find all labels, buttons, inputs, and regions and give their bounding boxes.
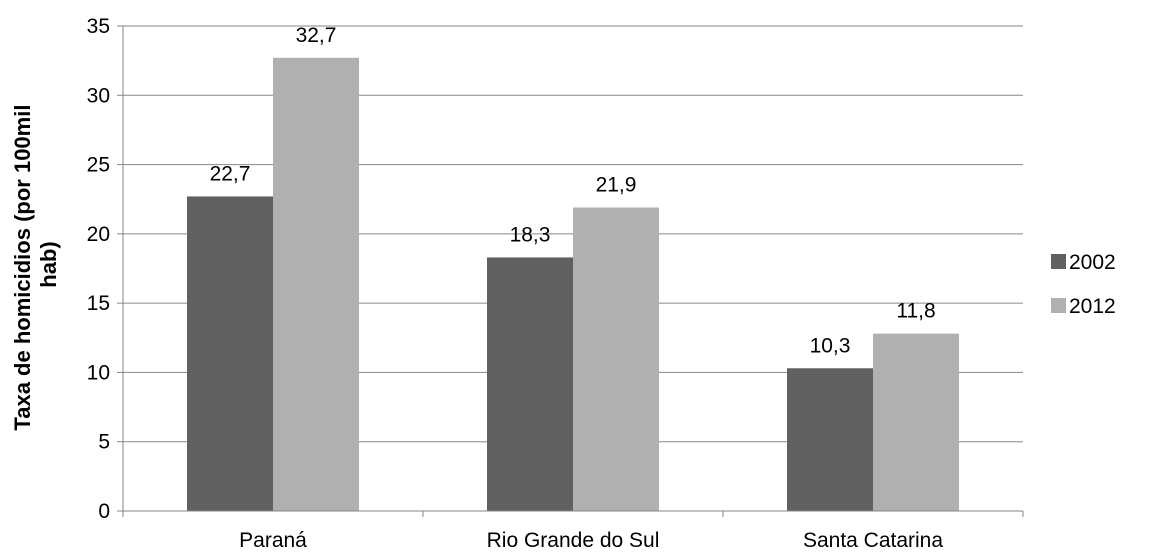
y-axis-title: Taxa de homicidios (por 100mil hab): [10, 98, 61, 430]
y-tick-label: 10: [87, 361, 110, 384]
legend-label-2002: 2002: [1069, 251, 1116, 274]
legend-swatch-2012: [1051, 298, 1066, 313]
legend: 2002 2012: [1051, 251, 1116, 318]
data-label: 22,7: [210, 162, 251, 185]
y-tick-label: 35: [87, 15, 110, 38]
bar-2002-1: [487, 257, 573, 511]
legend-swatch-2002: [1051, 254, 1066, 269]
data-label: 11,8: [896, 300, 935, 323]
data-label: 21,9: [596, 174, 637, 197]
data-label: 18,3: [510, 223, 551, 246]
bar-2012-0: [273, 57, 359, 511]
bar-2002-0: [187, 196, 273, 511]
category-label: Rio Grande do Sul: [487, 529, 660, 552]
data-label: 10,3: [810, 334, 851, 357]
bar-2012-2: [873, 333, 959, 511]
bar-2012-1: [573, 207, 659, 511]
category-label: Paraná: [239, 529, 307, 552]
y-tick-label: 30: [87, 84, 110, 107]
bar-2002-2: [787, 368, 873, 511]
y-tick-label: 25: [87, 154, 110, 177]
y-axis-title-line-1: Taxa de homicidios (por 100mil: [10, 105, 35, 431]
axes: [117, 25, 1024, 517]
y-tick-label: 5: [98, 431, 110, 454]
labels: 0 5 10 15 20 25 30 35 22,7 32,7 Paraná 18,3 21,9 Rio …: [87, 15, 944, 552]
y-tick-label: 0: [98, 500, 110, 523]
y-tick-label: 15: [87, 292, 110, 315]
category-label: Santa Catarina: [803, 529, 943, 552]
y-axis-title-line-2: hab): [36, 241, 61, 287]
bars: [187, 57, 959, 511]
data-label: 32,7: [296, 24, 337, 47]
legend-label-2012: 2012: [1069, 295, 1116, 318]
y-tick-label: 20: [87, 223, 110, 246]
